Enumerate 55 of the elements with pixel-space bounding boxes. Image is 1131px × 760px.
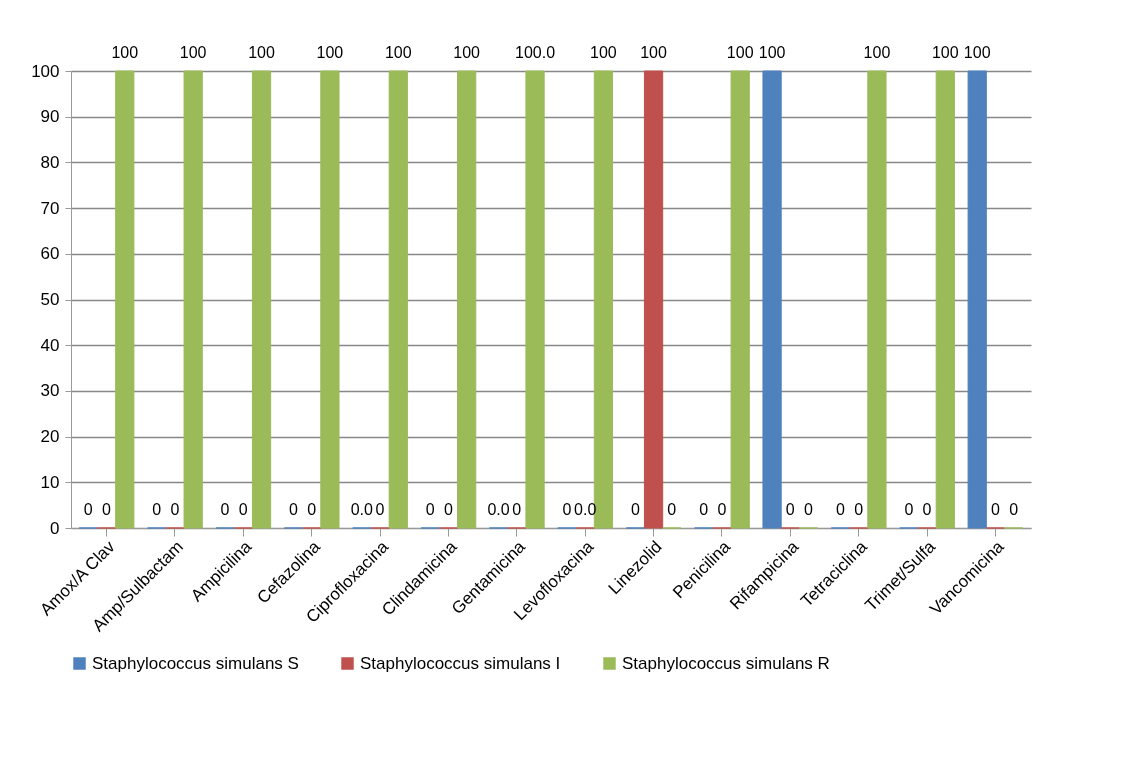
data-label: 0 [425,501,435,518]
data-label: 100 [316,44,344,61]
data-label: 0 [443,501,453,518]
data-label: 0 [667,501,677,518]
data-label: 0 [904,501,914,518]
data-label: 100 [384,44,412,61]
data-label: 100 [758,44,786,61]
data-label: 0 [375,501,385,518]
data-label: 0 [102,501,112,518]
data-label: 0 [922,501,932,518]
data-label: 0 [289,501,298,518]
y-tick-label: 80 [40,152,60,172]
legend-label: Staphylococcus simulans S [92,653,299,673]
data-label: 0 [83,501,93,518]
data-label: 0 [630,501,640,518]
data-label: 0.0 [487,501,510,518]
y-tick-label: 100 [31,61,60,81]
data-label: 0 [854,501,864,518]
data-label: 0 [238,501,248,518]
data-label: 100 [963,44,991,61]
data-label: 100 [931,44,959,61]
y-tick-label: 40 [40,335,60,355]
data-label: 0 [307,501,317,518]
data-label: 100 [863,44,891,61]
data-label: 0 [699,501,709,518]
legend-label: Staphylococcus simulans I [360,653,561,673]
y-tick-label: 50 [40,290,60,309]
data-label: 0 [717,501,727,518]
y-tick-label: 30 [40,381,60,401]
y-tick-label: 70 [40,198,60,218]
data-label: 0 [512,501,522,518]
data-label: 100 [453,44,481,61]
y-tick-label: 60 [40,244,60,264]
data-label: 0 [990,501,1000,518]
data-label: 100 [726,44,754,61]
data-label: 0 [785,501,795,518]
y-tick-label: 20 [40,427,60,447]
data-label: 100 [590,44,617,61]
data-label: 0 [562,501,572,518]
y-tick-label: 90 [40,107,60,127]
data-label: 0 [804,501,814,518]
data-label: 0.0 [350,501,374,518]
data-label: 100.0 [515,44,556,61]
data-label: 0 [1009,501,1019,518]
data-label: 0 [836,501,846,518]
data-label: 0 [152,501,162,518]
data-label: 100 [640,44,668,61]
data-label: 100 [111,44,139,61]
data-label: 0 [170,501,180,518]
data-label: 100 [248,44,275,61]
data-label: 0 [220,501,230,518]
data-label: 100 [179,44,207,61]
legend-label: Staphylococcus simulans R [622,653,830,673]
y-tick-label: 10 [40,472,60,492]
y-tick-label: 0 [50,518,60,538]
